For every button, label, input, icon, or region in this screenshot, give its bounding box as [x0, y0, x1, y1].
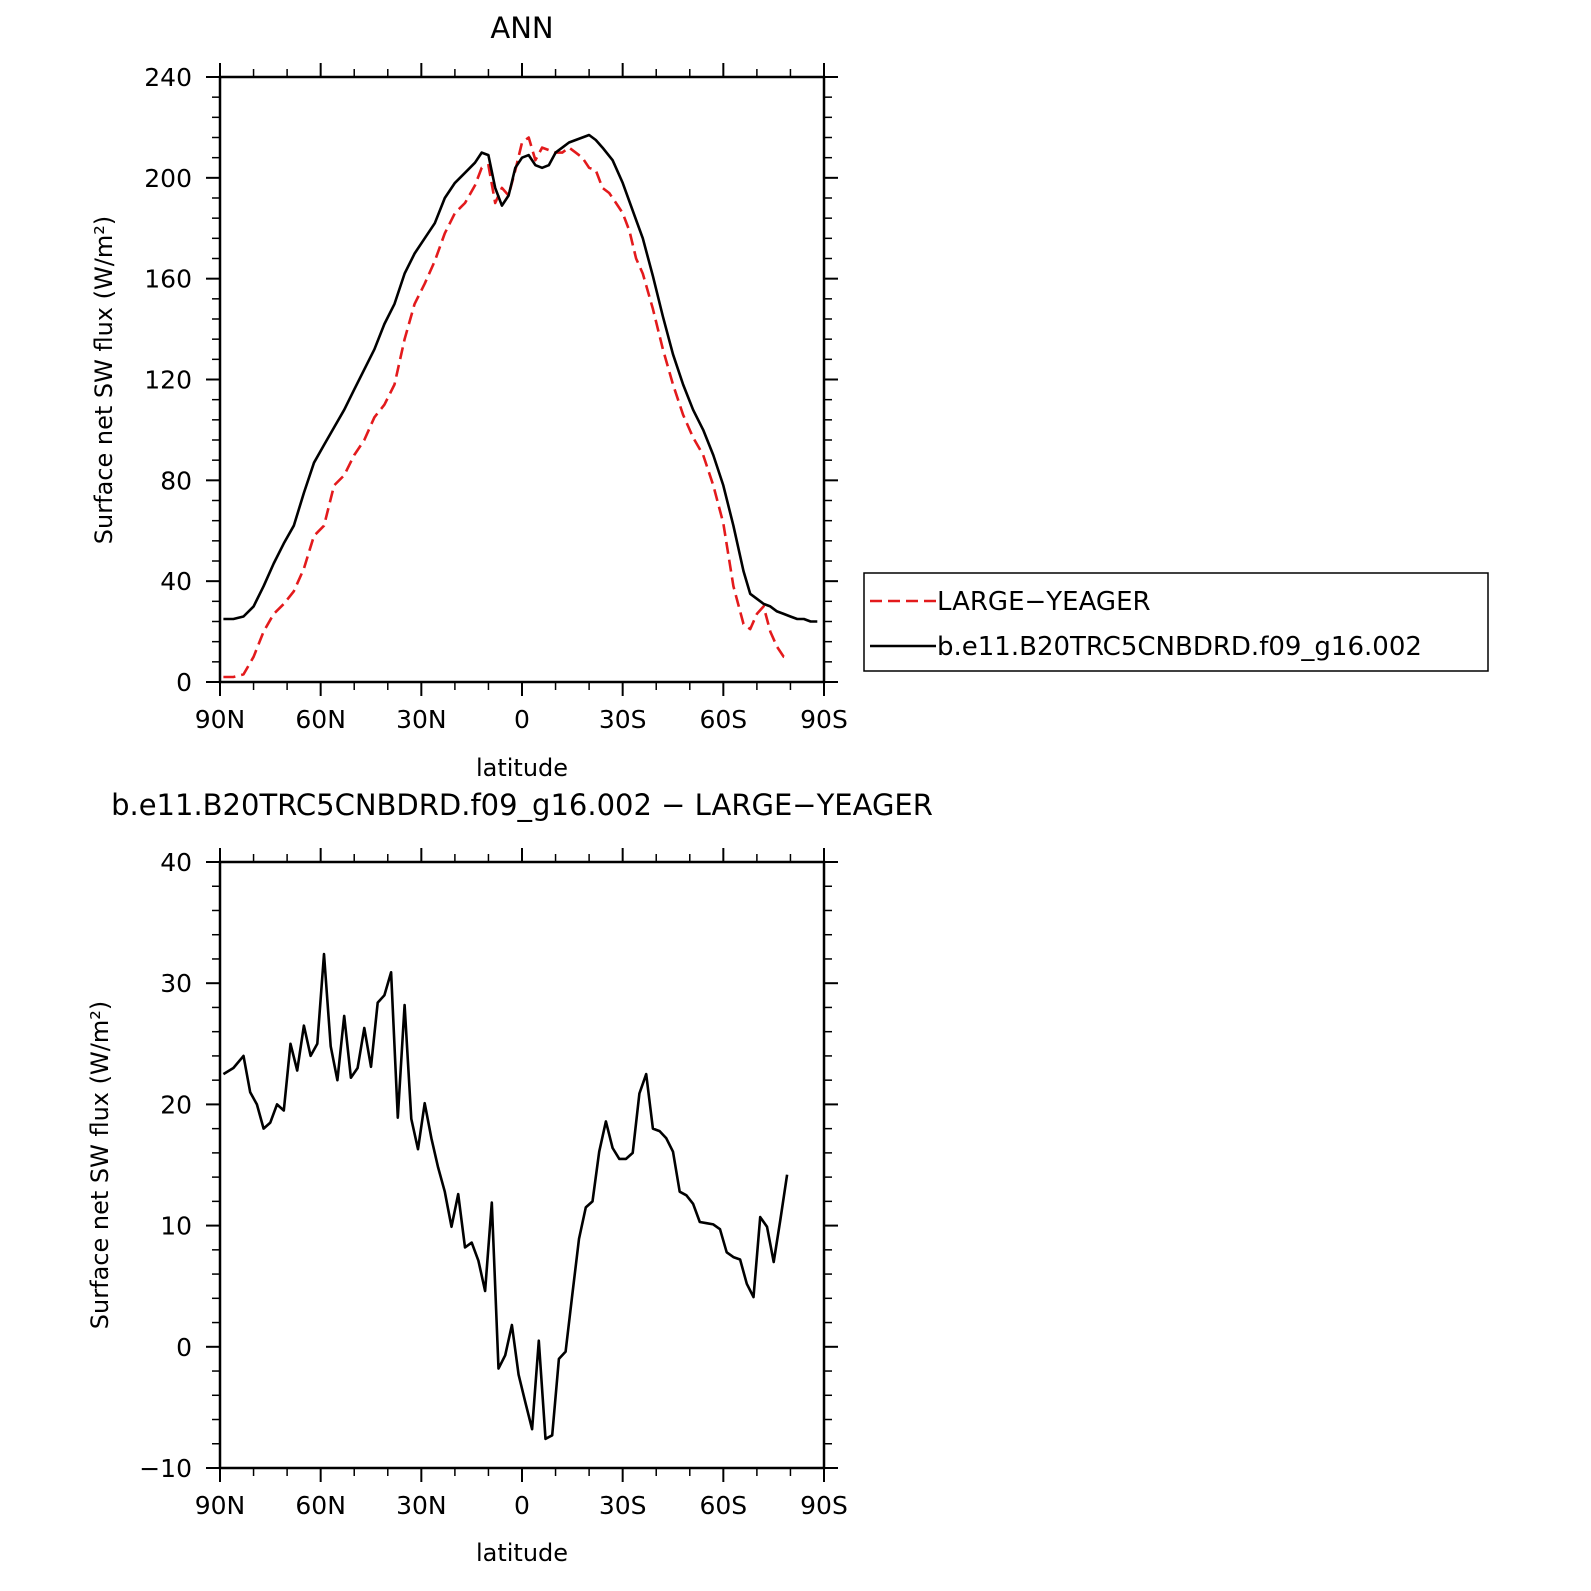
top-panel-xtick-label: 30S	[599, 705, 647, 734]
bottom-panel-xtick-label: 60N	[295, 1491, 346, 1520]
bottom-panel-xtick-label: 30N	[396, 1491, 447, 1520]
bottom-panel: b.e11.B20TRC5CNBDRD.f09_g16.002 − LARGE−…	[86, 788, 933, 1567]
bottom-panel-ticks: 90N 60N 30N 0 30S 60S 90S −10 0 10 20 30 40	[139, 848, 848, 1520]
top-panel-ytick-label: 80	[160, 466, 192, 495]
top-panel-ytick-label: 160	[144, 265, 192, 294]
bottom-panel-title: b.e11.B20TRC5CNBDRD.f09_g16.002 − LARGE−…	[111, 788, 933, 822]
top-panel-ytick-label: 240	[144, 63, 192, 92]
top-panel-ylabel: Surface net SW flux (W/m²)	[90, 216, 118, 544]
bottom-panel-xtick-label: 60S	[699, 1491, 747, 1520]
bottom-panel-ytick-label: 10	[160, 1212, 192, 1241]
top-panel-xtick-label: 0	[514, 705, 530, 734]
bottom-panel-xtick-label: 30S	[599, 1491, 647, 1520]
top-panel-ytick-label: 120	[144, 366, 192, 395]
top-panel-xtick-label: 60S	[699, 705, 747, 734]
top-panel-title: ANN	[490, 11, 553, 45]
legend-box	[863, 572, 1489, 672]
bottom-panel-ylabel: Surface net SW flux (W/m²)	[86, 1001, 114, 1329]
bottom-panel-frame	[218, 860, 826, 1470]
top-panel-xtick-label: 90N	[195, 705, 246, 734]
top-panel-series	[223, 133, 818, 679]
top-panel: ANN 90N 60N 30N 0 30S 60S 90S 0 40 80 120 160 200 240…	[90, 11, 1489, 782]
legend-label-large-yeager: LARGE−YEAGER	[937, 587, 1151, 617]
bottom-panel-xtick-label: 0	[514, 1491, 530, 1520]
legend: LARGE−YEAGER b.e11.B20TRC5CNBDRD.f09_g16…	[863, 572, 1489, 672]
top-panel-xtick-label: 90S	[800, 705, 848, 734]
top-panel-xtick-label: 60N	[295, 705, 346, 734]
top-panel-xtick-label: 30N	[396, 705, 447, 734]
bottom-panel-ytick-label: 0	[176, 1333, 192, 1362]
top-panel-series-line-1	[223, 133, 818, 623]
top-panel-series-line-0	[223, 136, 788, 679]
top-panel-ytick-label: 200	[144, 164, 192, 193]
bottom-panel-xlabel: latitude	[476, 1539, 568, 1567]
legend-label-model: b.e11.B20TRC5CNBDRD.f09_g16.002	[937, 632, 1422, 662]
bottom-panel-series-line-0	[222, 952, 789, 1441]
top-panel-ytick-label: 0	[176, 668, 192, 697]
bottom-panel-ytick-label: 20	[160, 1090, 192, 1119]
bottom-panel-ytick-label: 40	[160, 848, 192, 877]
bottom-panel-ytick-label: −10	[139, 1454, 192, 1483]
bottom-panel-series	[222, 952, 789, 1441]
bottom-panel-xtick-label: 90N	[195, 1491, 246, 1520]
bottom-panel-xtick-label: 90S	[800, 1491, 848, 1520]
top-panel-xlabel: latitude	[476, 754, 568, 782]
bottom-panel-ytick-label: 30	[160, 969, 192, 998]
top-panel-frame	[218, 75, 826, 684]
top-panel-ytick-label: 40	[160, 567, 192, 596]
top-panel-ticks: 90N 60N 30N 0 30S 60S 90S 0 40 80 120 160 200 240	[144, 63, 848, 734]
